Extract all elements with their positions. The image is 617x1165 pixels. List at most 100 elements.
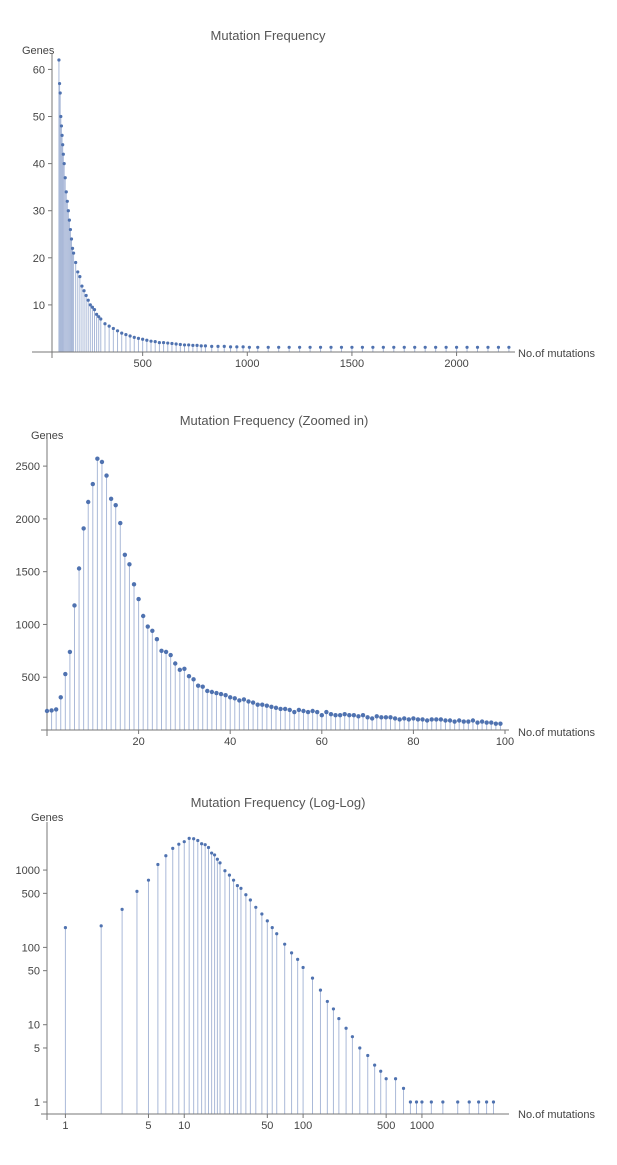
data-point bbox=[379, 715, 384, 720]
x-tick-label: 100 bbox=[496, 736, 514, 748]
data-point bbox=[58, 91, 62, 95]
data-point bbox=[265, 919, 269, 923]
data-point bbox=[414, 1100, 419, 1104]
y-tick-label: 2500 bbox=[16, 461, 40, 473]
data-point bbox=[163, 649, 169, 655]
data-point bbox=[115, 329, 120, 333]
data-point bbox=[223, 869, 227, 873]
data-point bbox=[127, 562, 132, 567]
data-point bbox=[66, 209, 70, 213]
data-point bbox=[392, 716, 398, 721]
data-point bbox=[99, 459, 105, 465]
data-point bbox=[408, 1100, 413, 1104]
data-point bbox=[324, 709, 329, 715]
data-point bbox=[235, 345, 239, 349]
data-point bbox=[156, 862, 160, 867]
data-point bbox=[196, 838, 200, 843]
data-point bbox=[350, 345, 354, 349]
data-point bbox=[71, 251, 76, 255]
data-point bbox=[174, 342, 178, 346]
data-point bbox=[65, 199, 69, 203]
data-point bbox=[57, 58, 61, 62]
data-point bbox=[203, 843, 207, 847]
data-point bbox=[108, 496, 114, 502]
data-point bbox=[76, 270, 80, 274]
x-tick-label: 500 bbox=[133, 358, 151, 370]
data-point bbox=[246, 699, 251, 704]
data-point bbox=[287, 707, 292, 713]
data-point bbox=[104, 473, 109, 478]
x-tick-label: 500 bbox=[377, 1120, 395, 1132]
data-point bbox=[360, 345, 365, 349]
data-point bbox=[447, 718, 453, 723]
data-point bbox=[203, 344, 208, 348]
data-point bbox=[212, 853, 217, 857]
data-point bbox=[53, 707, 59, 712]
y-tick-label: 30 bbox=[33, 206, 45, 218]
data-point bbox=[84, 293, 88, 298]
data-point bbox=[232, 696, 237, 701]
y-tick-label: 500 bbox=[22, 672, 40, 684]
chart-mutation-frequency-loglog: Mutation Frequency (Log-Log) Genes No.of… bbox=[16, 795, 596, 1132]
data-point bbox=[318, 988, 323, 992]
data-point bbox=[177, 842, 181, 846]
data-point bbox=[223, 692, 228, 698]
data-point bbox=[266, 345, 270, 349]
data-point bbox=[484, 720, 489, 725]
data-point bbox=[443, 718, 448, 723]
data-point bbox=[187, 343, 191, 347]
data-point bbox=[298, 345, 302, 349]
y-axis-label: Genes bbox=[31, 430, 64, 442]
data-point bbox=[103, 322, 107, 326]
data-point bbox=[241, 345, 245, 349]
data-point bbox=[60, 133, 64, 137]
data-point bbox=[97, 315, 101, 319]
data-point bbox=[254, 905, 258, 909]
data-point bbox=[278, 706, 283, 712]
data-point bbox=[218, 861, 222, 865]
data-point bbox=[182, 343, 187, 347]
data-point bbox=[136, 596, 141, 602]
data-point bbox=[329, 345, 333, 349]
data-point bbox=[429, 1100, 433, 1104]
data-point bbox=[111, 326, 115, 331]
data-point bbox=[358, 1046, 362, 1050]
data-point bbox=[215, 857, 219, 861]
data-point bbox=[191, 677, 196, 682]
data-point bbox=[477, 1100, 481, 1104]
data-point bbox=[374, 714, 379, 719]
data-point bbox=[260, 912, 264, 916]
data-point bbox=[392, 345, 396, 349]
data-point bbox=[61, 143, 65, 147]
data-point bbox=[373, 1063, 377, 1067]
data-point bbox=[210, 851, 214, 855]
data-point bbox=[356, 714, 361, 719]
data-point bbox=[301, 965, 305, 970]
data-point bbox=[70, 246, 75, 250]
data-point bbox=[170, 341, 174, 346]
data-point bbox=[49, 708, 54, 713]
data-point bbox=[379, 1069, 383, 1073]
data-point bbox=[90, 481, 96, 487]
chart-mutation-frequency-zoomed: Mutation Frequency (Zoomed in) Genes No.… bbox=[16, 413, 596, 748]
data-point bbox=[210, 344, 214, 348]
data-point bbox=[235, 883, 239, 888]
data-point bbox=[479, 719, 485, 724]
data-point bbox=[182, 840, 186, 844]
data-point bbox=[282, 706, 288, 712]
y-tick-label: 5 bbox=[34, 1043, 40, 1055]
data-point bbox=[250, 700, 256, 705]
data-point bbox=[178, 342, 182, 347]
data-point bbox=[315, 709, 320, 715]
data-point bbox=[67, 218, 71, 222]
data-point bbox=[406, 717, 412, 722]
data-point bbox=[383, 715, 389, 720]
data-point bbox=[61, 152, 65, 156]
chart-title: Mutation Frequency (Zoomed in) bbox=[180, 413, 369, 428]
chart-title: Mutation Frequency bbox=[211, 28, 326, 43]
data-point bbox=[241, 697, 247, 702]
data-point bbox=[168, 652, 173, 658]
data-point bbox=[131, 582, 137, 587]
x-tick-label: 10 bbox=[178, 1120, 190, 1132]
data-point bbox=[146, 878, 151, 882]
